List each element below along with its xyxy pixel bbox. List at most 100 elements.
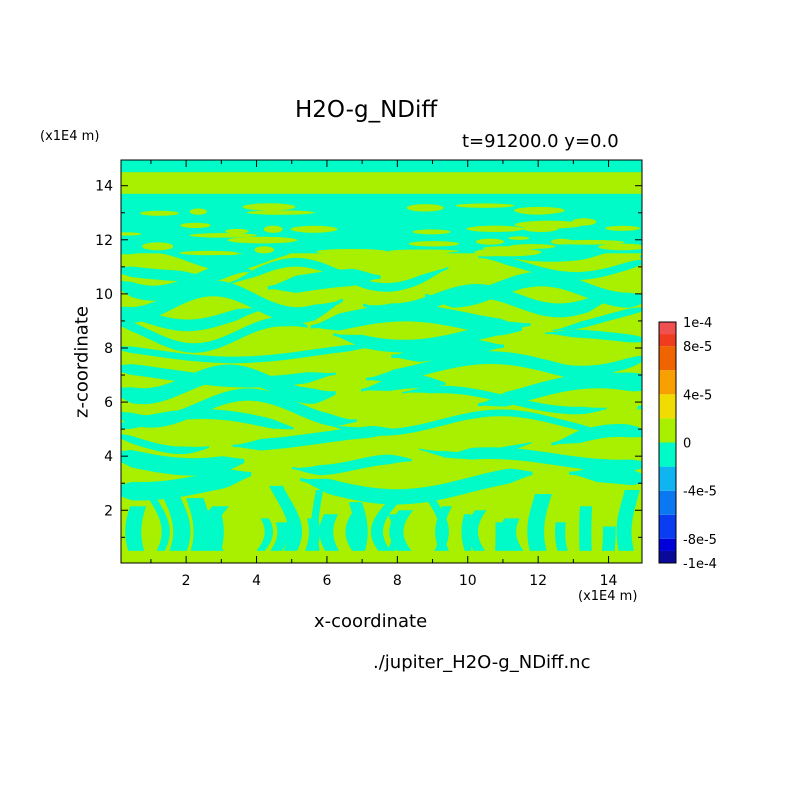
- x-tick-label: 6: [322, 573, 331, 589]
- source-filename: ./jupiter_H2O-g_NDiff.nc: [373, 652, 591, 673]
- streak: [521, 355, 642, 376]
- streak: [121, 263, 252, 301]
- y-tick-label: 14: [95, 179, 113, 195]
- blob: [179, 250, 238, 256]
- colorbar-label: 8e-5: [683, 340, 712, 355]
- streak: [391, 339, 504, 362]
- streak: [121, 364, 336, 405]
- plume: [466, 510, 495, 563]
- colorbar-label: 4e-5: [683, 388, 712, 403]
- streak: [478, 256, 642, 280]
- blob: [225, 228, 249, 234]
- colorbar: 1e-4 8e-5 4e-5 0 -4e-5 -8e-5 -1e-4: [658, 316, 717, 572]
- y-axis-unit: (x1E4 m): [40, 129, 100, 144]
- blob: [189, 208, 207, 215]
- axis-ticks: [121, 160, 642, 563]
- colorbar-segment: [659, 466, 676, 491]
- plume: [310, 490, 324, 563]
- streak: [230, 257, 449, 292]
- blob: [412, 229, 451, 235]
- streak: [121, 316, 308, 353]
- vertical-plumes: [121, 485, 642, 563]
- plume: [269, 485, 303, 563]
- plume: [527, 494, 552, 563]
- blob: [408, 241, 460, 247]
- plume: [435, 506, 456, 563]
- streak: [121, 266, 209, 282]
- colorbar-segment: [659, 394, 676, 419]
- colorbar-segment: [659, 334, 676, 347]
- colorbar-segment: [659, 322, 676, 335]
- colorbar-label: 1e-4: [683, 316, 712, 331]
- plume: [141, 485, 170, 563]
- x-tick-label: 8: [393, 573, 402, 589]
- blob: [571, 218, 597, 226]
- blob: [290, 225, 338, 233]
- blob: [605, 225, 641, 231]
- plume: [389, 510, 423, 563]
- blob: [514, 220, 584, 229]
- blob: [455, 203, 515, 208]
- x-tick-label: 4: [252, 573, 261, 589]
- colorbar-segment: [659, 418, 676, 443]
- blob: [406, 204, 444, 212]
- y-tick-label: 10: [95, 287, 113, 303]
- streak: [551, 424, 642, 446]
- plume: [319, 514, 347, 563]
- blob: [416, 249, 450, 255]
- streak: [425, 271, 642, 308]
- blob: [475, 238, 505, 245]
- blob: [550, 238, 573, 245]
- blob: [474, 248, 542, 257]
- streak: [121, 344, 378, 364]
- plume: [345, 514, 372, 563]
- blob: [139, 210, 179, 216]
- x-tick-label: 10: [459, 573, 477, 589]
- streak: [328, 409, 603, 436]
- colorbar-segment: [659, 346, 676, 371]
- colorbar-frame: [658, 321, 677, 564]
- streak: [637, 405, 642, 410]
- plume: [245, 518, 273, 563]
- colorbar-label: 0: [683, 437, 691, 452]
- streak: [545, 329, 642, 343]
- streak: [552, 307, 642, 332]
- streak: [363, 284, 610, 318]
- plot-frame: [120, 159, 643, 564]
- blob: [246, 210, 315, 215]
- heatmap-field: [121, 160, 642, 563]
- plume: [199, 506, 235, 563]
- colorbar-label: -4e-5: [683, 485, 717, 500]
- streak: [121, 388, 357, 428]
- y-tick-label: 4: [104, 449, 113, 465]
- plume: [616, 490, 640, 563]
- plume: [370, 490, 410, 563]
- y-tick-label: 2: [104, 503, 113, 519]
- x-tick-label: 12: [529, 573, 547, 589]
- plume: [579, 506, 593, 563]
- streak: [121, 280, 343, 323]
- blob: [263, 225, 283, 233]
- blob: [598, 243, 642, 251]
- chart-title: H2O-g_NDiff: [295, 97, 438, 123]
- blob: [227, 236, 298, 244]
- colorbar-segment: [659, 490, 676, 515]
- y-tick-label: 12: [95, 233, 113, 249]
- colorbar-segment: [659, 538, 676, 551]
- blob: [466, 225, 524, 232]
- blob: [254, 246, 275, 254]
- blob: [121, 232, 142, 236]
- colorbar-label: -1e-4: [683, 557, 717, 572]
- blob: [189, 233, 258, 238]
- blob: [514, 206, 565, 215]
- x-axis-unit: (x1E4 m): [578, 589, 638, 604]
- blob: [142, 242, 174, 251]
- layer-band: [121, 160, 642, 173]
- streak: [292, 454, 412, 476]
- streak: [361, 375, 446, 392]
- blob: [393, 249, 425, 255]
- y-tick-label: 6: [104, 395, 113, 411]
- chart-subtitle: t=91200.0 y=0.0: [462, 131, 619, 152]
- colorbar-segment: [659, 550, 676, 563]
